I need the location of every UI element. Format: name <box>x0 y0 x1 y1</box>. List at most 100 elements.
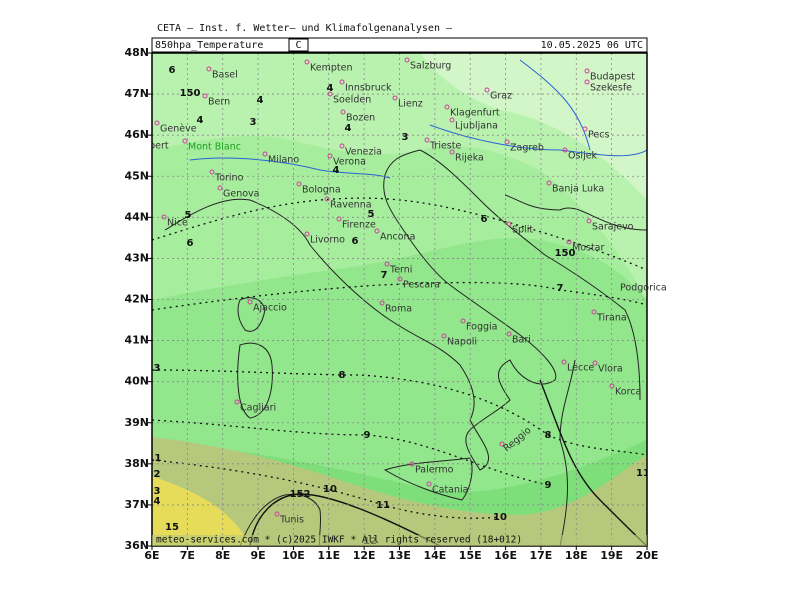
contour-label: 6 <box>481 214 488 225</box>
city-marker <box>561 359 567 365</box>
city-label: Torino <box>214 173 244 184</box>
contour-label: 11 <box>376 500 390 511</box>
lat-label: 36N <box>124 539 149 552</box>
field-coolest <box>420 53 647 200</box>
contour-label: 9 <box>545 480 552 491</box>
lon-label: 18E <box>565 549 588 562</box>
city-label: Split <box>512 225 533 236</box>
city-marker <box>296 181 302 187</box>
lat-label: 45N <box>124 169 149 182</box>
sardinia <box>237 342 273 419</box>
contour-label: 4 <box>197 115 204 126</box>
axes: 6E 7E 8E 9E 10E 11E 12E 13E 14E 15E 16E 17E 18E 19E 20… <box>124 46 658 562</box>
contour-label: 150 <box>555 248 576 259</box>
city-marker <box>444 104 450 110</box>
lat-label: 43N <box>124 251 149 264</box>
coastlines <box>164 149 647 546</box>
city-marker <box>327 153 333 159</box>
city-label: Sarajevo <box>592 222 634 233</box>
contour-label: 3 <box>154 363 161 374</box>
city-label: Venezia <box>345 147 382 158</box>
header-box <box>151 37 648 53</box>
city-label: Szekesfe <box>590 83 632 94</box>
city-label: Cagliari <box>240 403 276 414</box>
sicily <box>383 457 473 501</box>
city-marker <box>304 231 310 237</box>
isotherm <box>152 281 647 311</box>
contour-label: 6 <box>169 65 176 76</box>
city-label: Osijek <box>568 151 598 162</box>
city-label: Banja Luka <box>552 184 604 195</box>
isotherm <box>152 459 501 519</box>
city-label: Bern <box>208 97 230 108</box>
city-label: Ajaccio <box>253 303 287 314</box>
africa-coast <box>239 493 322 546</box>
city-label: Genève <box>160 124 197 135</box>
lon-label: 12E <box>353 549 376 562</box>
corsica <box>237 297 266 332</box>
lon-label: 11E <box>317 549 340 562</box>
city-label: Foggia <box>466 322 497 333</box>
contour-label: 150 <box>180 88 201 99</box>
city-label: Graz <box>490 91 512 102</box>
city-label: Korca <box>615 387 641 398</box>
isotherms <box>152 197 647 519</box>
city-label: Mont Blanc <box>188 142 241 153</box>
city-marker <box>339 143 345 149</box>
lon-label: 14E <box>423 549 446 562</box>
lon-label: 15E <box>459 549 482 562</box>
city-marker <box>379 300 385 306</box>
city-label: Basel <box>212 70 238 81</box>
river-po <box>189 157 391 179</box>
city-marker <box>504 139 510 145</box>
city-marker <box>460 318 466 324</box>
city-marker <box>582 126 588 132</box>
contour-label: 1 <box>155 453 162 464</box>
city-label: Roma <box>385 304 412 315</box>
cities: Basel Kempten Salzburg Bern InnsbruckSoelden… <box>140 57 641 526</box>
lat-label: 40N <box>124 375 149 388</box>
city-marker <box>154 120 160 126</box>
city-label: Trieste <box>429 141 461 152</box>
city-label: Pescara <box>403 280 440 291</box>
lon-label: 7E <box>180 549 195 562</box>
city-label: Vlora <box>598 364 623 375</box>
field-name: 850hpa_Temperature <box>155 40 263 51</box>
city-label: Albert <box>140 141 169 152</box>
city-marker <box>324 196 330 202</box>
lat-label: 47N <box>124 87 149 100</box>
lat-label: 37N <box>124 498 149 511</box>
city-label: Mostar <box>572 243 605 254</box>
city-label: Terni <box>389 265 412 276</box>
contour-label: 5 <box>185 210 192 221</box>
city-marker <box>182 138 188 144</box>
rivers <box>189 59 647 179</box>
city-label: Palermo <box>415 465 454 476</box>
city-marker <box>584 79 590 85</box>
city-marker <box>340 109 346 115</box>
city-label: Salzburg <box>410 61 451 72</box>
contour-label: 2 <box>154 469 161 480</box>
lon-label: 6E <box>144 549 159 562</box>
contour-label: 4 <box>154 496 161 507</box>
lon-label: 20E <box>636 549 659 562</box>
city-label: Ljubljana <box>455 121 498 132</box>
city-marker <box>206 66 212 72</box>
footer-bg <box>152 535 647 546</box>
contour-label: 4 <box>327 83 334 94</box>
city-marker <box>449 149 455 155</box>
lon-label: 10E <box>282 549 305 562</box>
city-marker <box>339 79 345 85</box>
city-label: Livorno <box>310 235 345 246</box>
contour-label: 3 <box>250 117 257 128</box>
contour-label: 5 <box>368 209 375 220</box>
isotherm <box>152 197 647 271</box>
contour-label: 3 <box>402 132 409 143</box>
city-label: Tirana <box>596 313 627 324</box>
contour-label: 9 <box>364 430 371 441</box>
contour-labels: 6150443443564567615073898123415210111512… <box>154 65 647 546</box>
city-label: Innsbruck <box>345 83 392 94</box>
unit-box <box>288 38 309 52</box>
city-label: Bozen <box>346 113 375 124</box>
city-marker <box>327 91 333 97</box>
